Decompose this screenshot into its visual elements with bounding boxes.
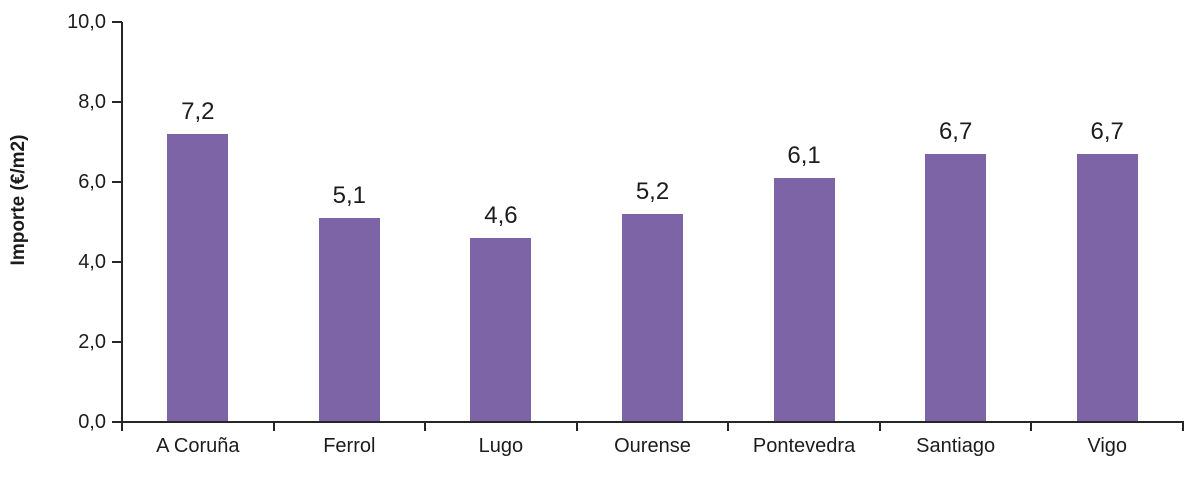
x-axis-line xyxy=(121,421,1184,423)
bar xyxy=(1076,154,1138,421)
y-axis-tick xyxy=(112,261,122,263)
x-axis-category-label: A Coruña xyxy=(156,435,240,457)
x-axis-tick xyxy=(424,421,427,431)
x-axis-category-label: Santiago xyxy=(916,435,996,457)
y-axis-tick-label: 6,0 xyxy=(78,171,106,193)
y-axis-line xyxy=(121,22,123,423)
x-axis-tick xyxy=(727,421,730,431)
y-axis-tick-label: 4,0 xyxy=(78,251,106,273)
bar xyxy=(773,178,835,421)
x-axis-tick xyxy=(121,421,123,431)
y-axis-tick xyxy=(112,341,122,343)
bar-value-label: 6,7 xyxy=(1090,118,1124,145)
x-axis-tick xyxy=(878,421,881,431)
y-axis-tick-label: 10,0 xyxy=(67,11,106,33)
y-axis-title: Importe (€/m2) xyxy=(8,134,29,266)
x-axis-category-label: Ourense xyxy=(614,435,691,457)
bar-value-label: 5,1 xyxy=(332,182,367,209)
x-axis-category-label: Vigo xyxy=(1087,435,1128,457)
y-axis-tick-label: 8,0 xyxy=(78,91,106,113)
bar xyxy=(167,134,229,421)
y-axis-tick xyxy=(112,181,122,183)
y-axis-tick xyxy=(112,101,122,103)
bar-value-label: 6,1 xyxy=(787,142,821,169)
bar xyxy=(622,214,683,421)
bar-value-label: 7,2 xyxy=(181,98,215,125)
y-axis-tick xyxy=(112,421,122,423)
x-axis-tick xyxy=(272,421,275,431)
y-axis-tick-label: 0,0 xyxy=(78,411,106,433)
bar-value-label: 4,6 xyxy=(484,202,518,229)
x-axis-tick xyxy=(1182,421,1184,431)
x-axis-category-label: Lugo xyxy=(478,435,524,457)
x-axis-tick xyxy=(1030,421,1033,431)
x-axis-category-label: Ferrol xyxy=(323,435,376,457)
y-axis-tick-label: 2,0 xyxy=(78,331,106,353)
bar-value-label: 5,2 xyxy=(635,178,670,205)
bar xyxy=(470,238,532,421)
bar-value-label: 6,7 xyxy=(938,118,973,145)
bar xyxy=(318,218,380,421)
bar xyxy=(925,154,987,421)
x-axis-category-label: Pontevedra xyxy=(752,435,856,457)
y-axis-tick xyxy=(112,21,122,23)
x-axis-tick xyxy=(575,421,578,431)
